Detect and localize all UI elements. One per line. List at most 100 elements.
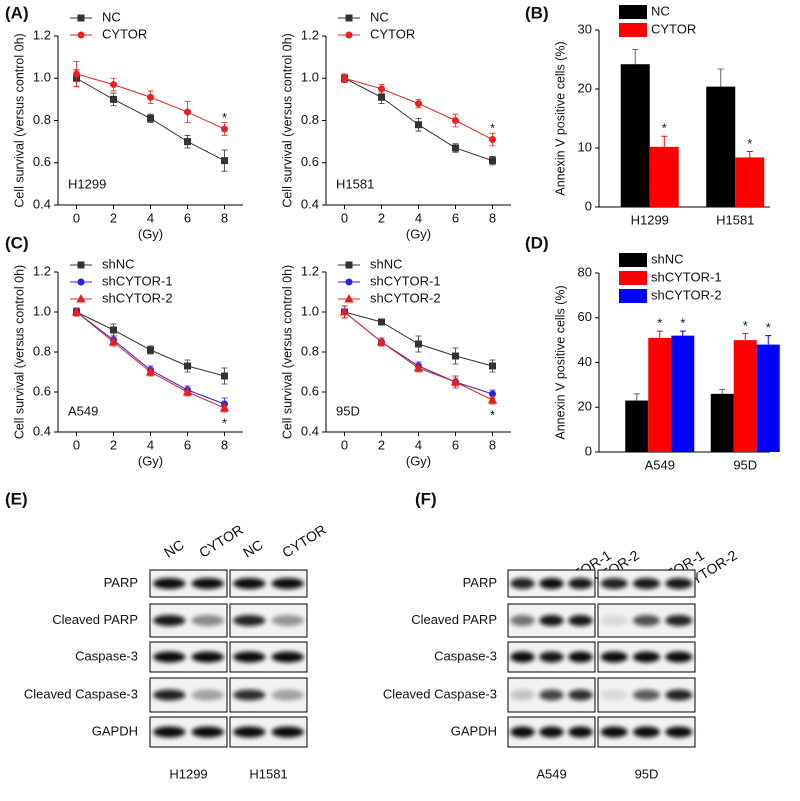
bar — [733, 340, 757, 452]
error-bar — [632, 48, 639, 65]
blot-band — [539, 615, 564, 626]
y-tick-label: 0.8 — [301, 112, 319, 127]
significance-star: * — [222, 110, 227, 125]
blot-band — [539, 651, 564, 663]
significance-star: * — [747, 136, 752, 151]
point — [345, 14, 353, 22]
legend-label: shCYTOR-2 — [102, 290, 173, 305]
series-line — [76, 311, 225, 405]
point — [487, 394, 498, 404]
point — [344, 293, 354, 303]
point — [184, 108, 191, 116]
point — [76, 293, 86, 303]
y-tick-label: 1.2 — [33, 27, 51, 42]
point — [145, 366, 156, 376]
bar — [671, 335, 695, 452]
blot-band — [600, 726, 628, 738]
point — [415, 121, 422, 129]
blot-band — [233, 615, 266, 626]
group-label: A549 — [536, 766, 566, 781]
x-axis-title: (Gy) — [406, 453, 431, 468]
y-tick-label: 0.6 — [33, 154, 51, 169]
y-axis-title: Cell survival (versus control 0h) — [280, 265, 294, 439]
point — [110, 326, 117, 334]
blot-band — [153, 689, 186, 701]
row-label: PARP — [104, 575, 138, 590]
blot-band — [665, 651, 693, 663]
point — [345, 261, 353, 269]
legend-swatch — [619, 23, 647, 37]
point — [376, 336, 387, 346]
blot-band — [632, 726, 661, 738]
bar — [706, 86, 736, 207]
point — [77, 14, 85, 22]
blot-band — [191, 615, 224, 626]
bar — [649, 146, 679, 207]
y-tick-label: 40 — [578, 354, 592, 369]
bar — [625, 400, 649, 452]
legend-swatch — [619, 5, 647, 19]
point — [489, 136, 496, 144]
significance-star: * — [222, 415, 227, 430]
error-bar — [633, 393, 640, 401]
point — [219, 402, 230, 412]
point — [77, 31, 85, 39]
blot-band — [233, 689, 266, 701]
panel-label: (D) — [525, 233, 549, 252]
point — [147, 346, 154, 354]
group-label: H1299 — [169, 766, 207, 781]
point — [71, 306, 82, 316]
x-tick-label: 4 — [147, 437, 154, 452]
x-axis-title: (Gy) — [138, 453, 163, 468]
error-bar — [717, 68, 724, 87]
blot-band — [568, 578, 593, 589]
row-label: PARP — [463, 575, 497, 590]
blot-band — [271, 689, 304, 701]
x-tick-label: 4 — [415, 437, 422, 452]
x-axis-title: (Gy) — [406, 226, 431, 241]
legend-label: shCYTOR-1 — [102, 273, 173, 288]
legend-label: shCYTOR-2 — [651, 287, 722, 302]
y-tick-label: 1.2 — [33, 263, 51, 278]
blot-band — [271, 726, 304, 738]
significance-star: * — [743, 318, 748, 333]
blot-band — [665, 578, 693, 589]
row-label: GAPDH — [92, 723, 138, 738]
row-label: GAPDH — [451, 723, 497, 738]
panel-label: (B) — [525, 3, 549, 22]
blot-band — [510, 615, 535, 626]
lane-label: CYTOR — [196, 521, 246, 560]
error-bar — [746, 151, 753, 158]
panel-label: (E) — [5, 489, 28, 508]
legend-label: CYTOR — [370, 26, 415, 41]
series-line — [344, 311, 493, 395]
blot-band — [233, 651, 266, 663]
point — [221, 372, 228, 380]
y-tick-label: 0.4 — [301, 423, 319, 438]
y-tick-label: 0 — [585, 443, 592, 458]
panel-label: (C) — [5, 233, 29, 252]
bar — [756, 344, 780, 452]
bar — [710, 393, 734, 452]
y-tick-label: 10 — [578, 139, 592, 154]
y-tick-label: 1.2 — [301, 27, 319, 42]
x-tick-label: 95D — [733, 457, 757, 472]
blot-band — [600, 578, 628, 589]
blot-band — [271, 651, 304, 663]
x-tick-label: 0 — [73, 210, 80, 225]
y-tick-label: 0 — [585, 198, 592, 213]
bar — [620, 64, 650, 207]
legend-label: NC — [370, 9, 389, 24]
y-tick-label: 30 — [578, 21, 592, 36]
x-tick-label: 8 — [221, 210, 228, 225]
cell-line-label: 95D — [336, 403, 360, 418]
blot-band — [632, 578, 661, 589]
y-tick-label: 80 — [578, 264, 592, 279]
y-tick-label: 1.0 — [301, 70, 319, 85]
blot-band — [568, 689, 593, 701]
legend-label: shCYTOR-2 — [370, 290, 441, 305]
error-bar — [679, 330, 686, 336]
legend-label: CYTOR — [102, 26, 147, 41]
y-tick-label: 1.0 — [33, 70, 51, 85]
